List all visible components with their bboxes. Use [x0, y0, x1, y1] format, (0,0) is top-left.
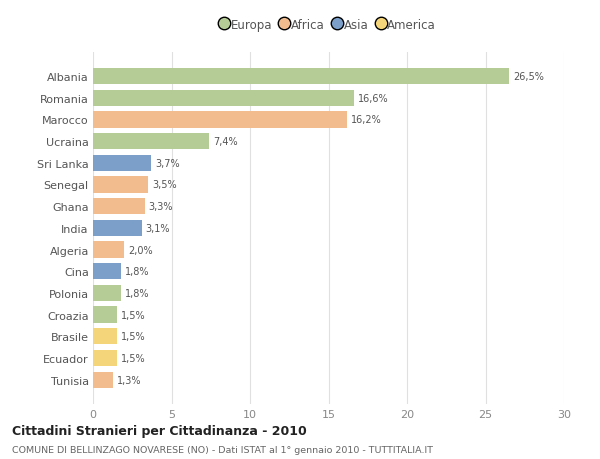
Text: 1,3%: 1,3%	[118, 375, 142, 385]
Text: 1,5%: 1,5%	[121, 331, 145, 341]
Bar	[93, 263, 121, 280]
Bar	[93, 372, 113, 388]
Text: 16,6%: 16,6%	[358, 94, 388, 103]
Bar	[93, 90, 353, 106]
Bar	[93, 69, 509, 85]
Text: 3,7%: 3,7%	[155, 158, 179, 168]
Text: COMUNE DI BELLINZAGO NOVARESE (NO) - Dati ISTAT al 1° gennaio 2010 - TUTTITALIA.: COMUNE DI BELLINZAGO NOVARESE (NO) - Dat…	[12, 445, 433, 453]
Text: Cittadini Stranieri per Cittadinanza - 2010: Cittadini Stranieri per Cittadinanza - 2…	[12, 424, 307, 437]
Bar	[93, 329, 116, 345]
Text: 7,4%: 7,4%	[213, 137, 238, 147]
Text: 2,0%: 2,0%	[128, 245, 153, 255]
Text: 1,8%: 1,8%	[125, 288, 149, 298]
Text: 1,5%: 1,5%	[121, 310, 145, 320]
Bar	[93, 155, 151, 172]
Bar	[93, 112, 347, 128]
Text: 1,5%: 1,5%	[121, 353, 145, 363]
Text: 3,3%: 3,3%	[149, 202, 173, 212]
Bar	[93, 307, 116, 323]
Text: 3,1%: 3,1%	[146, 224, 170, 233]
Bar	[93, 350, 116, 366]
Text: 26,5%: 26,5%	[513, 72, 544, 82]
Text: 16,2%: 16,2%	[351, 115, 382, 125]
Bar	[93, 177, 148, 193]
Bar	[93, 285, 121, 302]
Bar	[93, 220, 142, 236]
Bar	[93, 242, 124, 258]
Legend: Europa, Africa, Asia, America: Europa, Africa, Asia, America	[219, 17, 438, 34]
Text: 1,8%: 1,8%	[125, 267, 149, 277]
Text: 3,5%: 3,5%	[152, 180, 176, 190]
Bar	[93, 199, 145, 215]
Bar	[93, 134, 209, 150]
